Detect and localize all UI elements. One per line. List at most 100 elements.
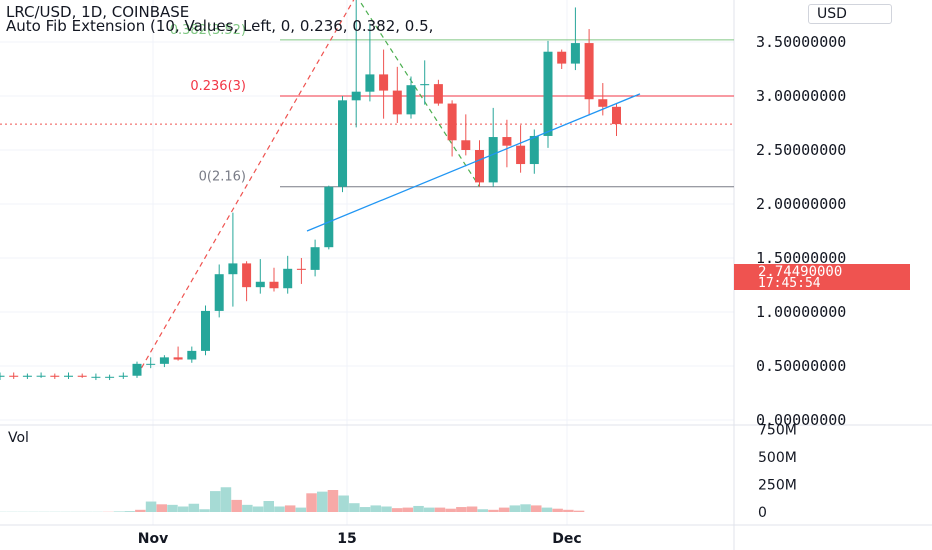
- candle: [201, 305, 210, 356]
- x-tick-label: Nov: [138, 531, 168, 547]
- candle-body: [132, 363, 142, 376]
- candle-body: [201, 310, 210, 351]
- candle: [214, 264, 224, 318]
- candle-body: [64, 375, 73, 377]
- volume-bar: [573, 510, 585, 512]
- candle-body: [612, 106, 621, 125]
- volume-bar: [498, 507, 510, 512]
- volume-bar: [402, 507, 414, 512]
- volume-bar: [456, 507, 467, 512]
- candle: [516, 125, 526, 173]
- volume-bar: [413, 505, 424, 512]
- candle: [0, 372, 5, 381]
- candle: [228, 212, 238, 307]
- candle-body: [488, 137, 498, 183]
- candle: [22, 373, 32, 379]
- volume-bar: [424, 507, 435, 512]
- volume-bar: [210, 491, 221, 512]
- volume-bar: [188, 503, 200, 512]
- volume-bar: [466, 506, 478, 512]
- volume-bar: [199, 509, 210, 512]
- candle: [255, 259, 265, 294]
- currency-selector[interactable]: USD: [808, 4, 892, 24]
- candle-body: [187, 350, 197, 360]
- candle: [187, 346, 197, 363]
- candle-body: [324, 186, 334, 248]
- fib-connector-up: [136, 0, 355, 377]
- candle-body: [475, 150, 484, 183]
- volume-bar: [391, 508, 403, 512]
- candle-body: [529, 135, 539, 165]
- candle-body: [310, 247, 320, 270]
- candle-body: [543, 51, 553, 136]
- candle-body: [36, 375, 46, 377]
- y-tick-label: 3.00000000: [756, 87, 846, 105]
- candle-body: [146, 363, 156, 365]
- volume-bar: [295, 507, 307, 512]
- volume-bar: [145, 501, 157, 512]
- y-tick-label: 3.50000000: [756, 33, 846, 51]
- time-axis: Nov 15 Dec: [138, 531, 582, 547]
- candle-body: [77, 375, 87, 377]
- candle: [379, 49, 389, 119]
- candle: [159, 355, 169, 368]
- candle-body: [406, 85, 416, 115]
- candle-body: [461, 140, 471, 150]
- candle-body: [283, 268, 293, 289]
- candle-body: [351, 91, 361, 101]
- candle-body: [105, 376, 115, 378]
- candle-body: [91, 376, 101, 378]
- volume-bar: [541, 507, 553, 512]
- fib-connector: [136, 0, 481, 377]
- candle-body: [228, 263, 238, 275]
- candle: [365, 23, 375, 102]
- candle: [351, 0, 361, 128]
- candle-body: [269, 281, 279, 289]
- volume-tick-label: 250M: [758, 478, 797, 494]
- candle: [50, 373, 60, 379]
- candle-body: [50, 375, 60, 377]
- candle-body: [433, 84, 443, 104]
- candle-body: [296, 268, 306, 270]
- candle: [557, 49, 567, 69]
- volume-bar: [167, 504, 178, 512]
- candle: [269, 267, 279, 292]
- volume-bar: [488, 509, 499, 512]
- candle: [310, 239, 320, 277]
- candles: [0, 0, 621, 381]
- candle: [132, 361, 142, 378]
- candle-body: [392, 90, 402, 115]
- volume-bar: [284, 505, 296, 512]
- y-tick-label: 2.00000000: [756, 195, 846, 213]
- volume-bar: [252, 506, 264, 512]
- candle-body: [557, 51, 567, 64]
- candle: [433, 79, 443, 106]
- volume-bar: [306, 493, 317, 512]
- candle-body: [447, 103, 457, 141]
- volume-bar: [124, 511, 135, 512]
- volume-bar: [338, 495, 349, 512]
- volume-bar: [563, 509, 574, 512]
- volume-bar: [113, 511, 125, 512]
- volume-bar: [327, 490, 339, 512]
- trendline-line: [306, 93, 641, 232]
- volume-bar: [349, 503, 360, 512]
- fib-label: 0.236(3): [190, 79, 246, 94]
- volume-tick-label: 0: [758, 505, 767, 521]
- volume-bar: [135, 509, 146, 512]
- candle: [91, 373, 101, 381]
- volume-axis: 750M 500M 250M 0: [758, 423, 797, 522]
- y-tick-label: 0.00000000: [756, 411, 846, 429]
- candle: [9, 372, 19, 379]
- volume-bar: [317, 491, 328, 512]
- volume-bar: [477, 509, 488, 512]
- indicator-legend[interactable]: Auto Fib Extension (10, Values, Left, 0,…: [6, 17, 434, 35]
- candle-body: [173, 357, 183, 360]
- candle: [420, 60, 430, 105]
- candle-body: [214, 274, 224, 311]
- volume-bar: [552, 508, 563, 512]
- last-price-value: 2.74490000: [758, 264, 843, 280]
- candle-body: [22, 375, 32, 377]
- volume-bar: [434, 507, 446, 512]
- bar-countdown: 17:45:54: [758, 276, 821, 291]
